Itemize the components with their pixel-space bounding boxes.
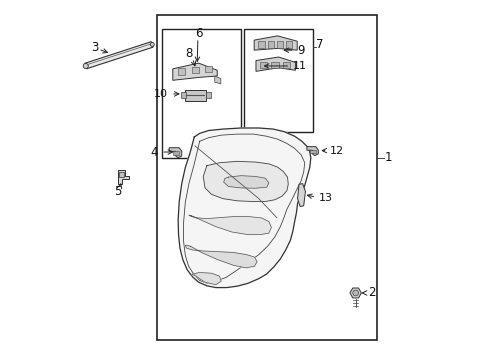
Bar <box>162 30 241 158</box>
Polygon shape <box>85 42 153 69</box>
Bar <box>180 92 185 98</box>
Bar <box>119 172 123 177</box>
Circle shape <box>352 290 358 296</box>
Bar <box>204 66 212 72</box>
Text: 4: 4 <box>150 145 158 158</box>
Text: 10: 10 <box>153 89 167 99</box>
Text: 6: 6 <box>195 27 203 40</box>
Bar <box>276 41 283 48</box>
Bar <box>191 67 198 73</box>
Bar <box>267 41 273 48</box>
Polygon shape <box>306 147 318 156</box>
Bar <box>282 62 289 68</box>
Polygon shape <box>297 184 305 207</box>
Polygon shape <box>191 273 221 285</box>
Circle shape <box>150 42 154 46</box>
Polygon shape <box>169 148 182 158</box>
Bar <box>184 90 205 101</box>
Bar <box>172 150 179 155</box>
Polygon shape <box>255 57 295 71</box>
Bar <box>156 15 376 339</box>
Polygon shape <box>185 245 257 268</box>
Bar <box>205 92 210 98</box>
Text: 12: 12 <box>329 145 343 156</box>
Text: 8: 8 <box>185 47 192 60</box>
Polygon shape <box>223 176 268 188</box>
Text: 13: 13 <box>318 193 332 203</box>
Bar <box>258 41 264 48</box>
Text: 7: 7 <box>316 38 323 51</box>
Bar <box>310 150 315 153</box>
Text: 11: 11 <box>292 61 306 71</box>
Circle shape <box>83 63 88 69</box>
Bar <box>260 62 266 68</box>
Text: 3: 3 <box>91 41 98 54</box>
Polygon shape <box>214 76 221 84</box>
Polygon shape <box>178 128 310 288</box>
Polygon shape <box>172 63 217 80</box>
Bar <box>271 62 278 68</box>
Polygon shape <box>203 161 287 202</box>
Polygon shape <box>254 36 297 50</box>
Polygon shape <box>188 215 271 234</box>
Polygon shape <box>118 170 129 184</box>
Polygon shape <box>349 288 361 298</box>
Bar <box>178 68 185 75</box>
Text: 5: 5 <box>114 185 122 198</box>
Text: 9: 9 <box>297 44 305 57</box>
Text: 2: 2 <box>367 287 375 300</box>
Bar <box>244 30 312 132</box>
Bar <box>285 41 292 48</box>
Text: 1: 1 <box>384 151 392 164</box>
